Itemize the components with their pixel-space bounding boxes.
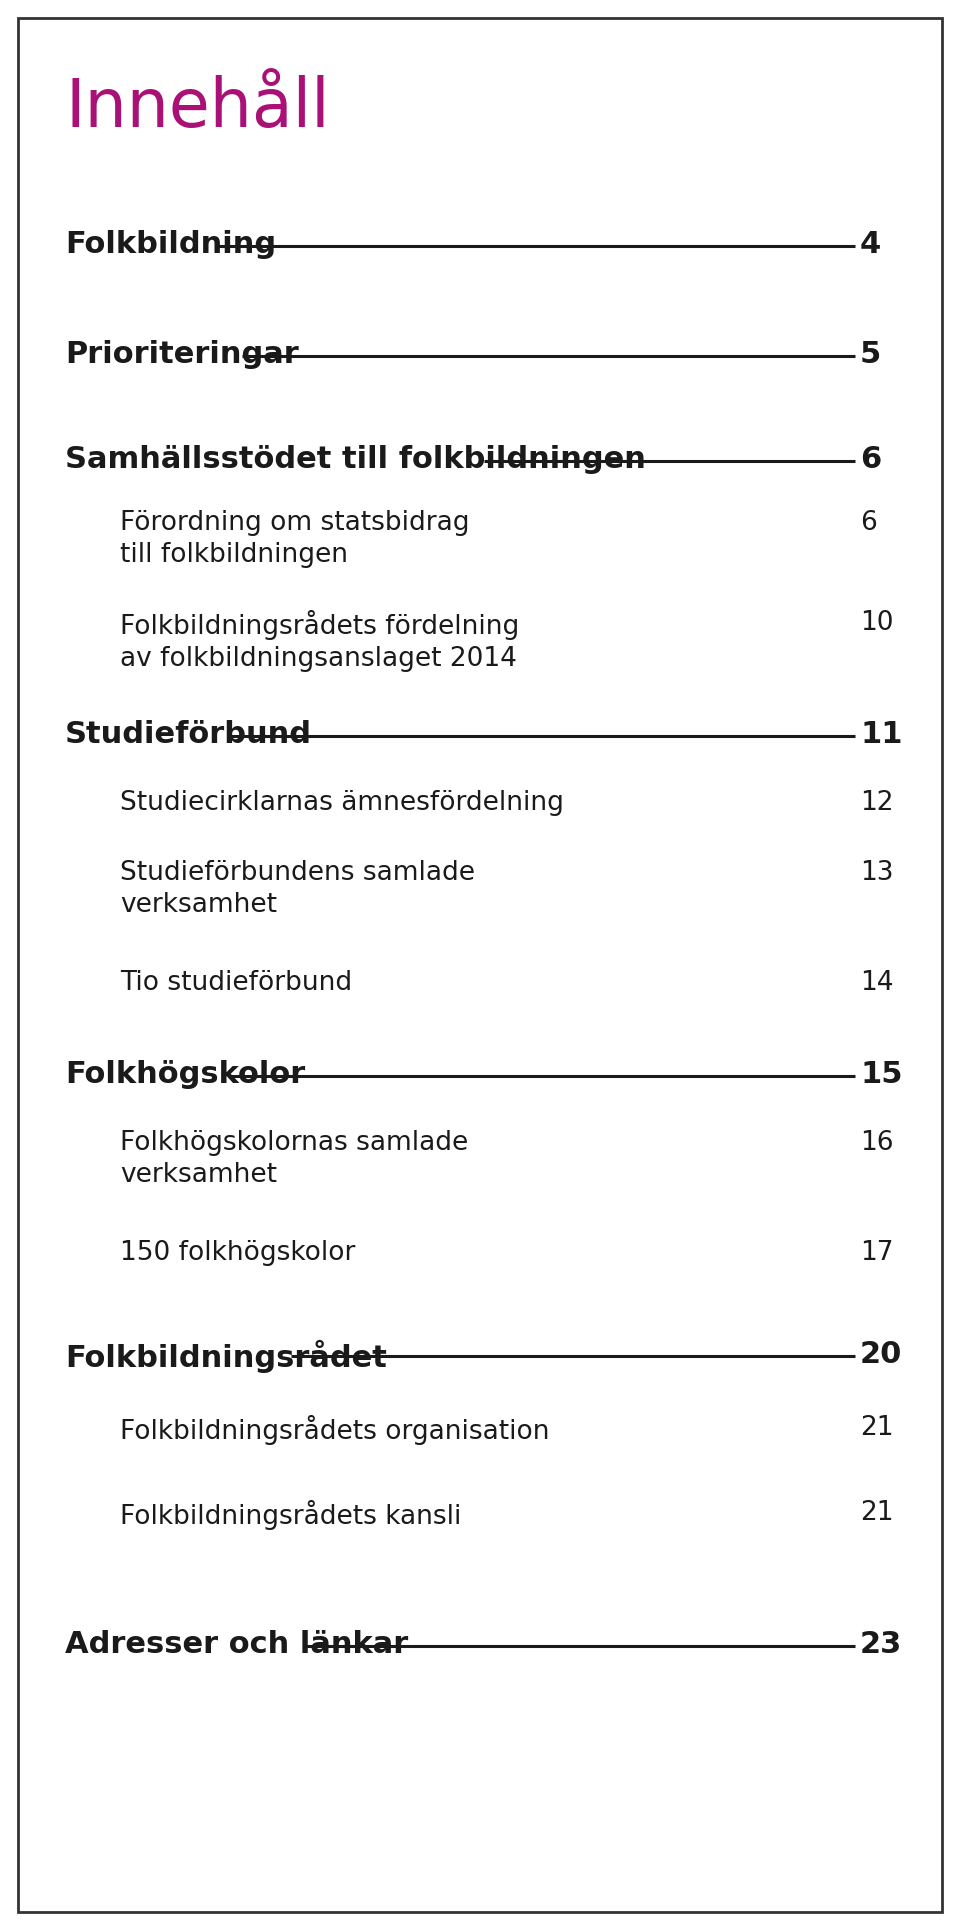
Text: 4: 4 <box>860 230 881 259</box>
Text: 23: 23 <box>860 1631 902 1660</box>
Text: Folkbildningsrådets kansli: Folkbildningsrådets kansli <box>120 1500 462 1530</box>
Text: Samhällsstödet till folkbildningen: Samhällsstödet till folkbildningen <box>65 446 646 475</box>
Text: Studiecirklarnas ämnesfördelning: Studiecirklarnas ämnesfördelning <box>120 789 564 816</box>
Text: Folkhögskolor: Folkhögskolor <box>65 1060 305 1089</box>
Text: 15: 15 <box>860 1060 902 1089</box>
Text: 14: 14 <box>860 971 894 996</box>
Text: 6: 6 <box>860 510 876 537</box>
Text: Folkbildningsrådets organisation: Folkbildningsrådets organisation <box>120 1415 549 1446</box>
Text: Studieförbund: Studieförbund <box>65 720 312 749</box>
Text: 150 folkhögskolor: 150 folkhögskolor <box>120 1239 355 1266</box>
Text: Studieförbundens samlade
verksamhet: Studieförbundens samlade verksamhet <box>120 861 475 919</box>
Text: 21: 21 <box>860 1500 894 1527</box>
Text: Förordning om statsbidrag
till folkbildningen: Förordning om statsbidrag till folkbildn… <box>120 510 469 567</box>
Text: 11: 11 <box>860 720 902 749</box>
Text: Folkbildningsrådet: Folkbildningsrådet <box>65 1339 387 1372</box>
Text: Folkbildningsrådets fördelning
av folkbildningsanslaget 2014: Folkbildningsrådets fördelning av folkbi… <box>120 610 519 672</box>
Text: Folkhögskolornas samlade
verksamhet: Folkhögskolornas samlade verksamhet <box>120 1129 468 1189</box>
Text: 6: 6 <box>860 446 881 475</box>
Text: 16: 16 <box>860 1129 894 1156</box>
Text: 17: 17 <box>860 1239 894 1266</box>
Text: 13: 13 <box>860 861 894 886</box>
Text: Folkbildning: Folkbildning <box>65 230 276 259</box>
Text: Tio studieförbund: Tio studieförbund <box>120 971 352 996</box>
Text: Prioriteringar: Prioriteringar <box>65 340 299 369</box>
Text: 21: 21 <box>860 1415 894 1442</box>
Text: 20: 20 <box>860 1339 902 1368</box>
Text: 10: 10 <box>860 610 894 637</box>
Text: Innehåll: Innehåll <box>65 75 329 141</box>
Text: Adresser och länkar: Adresser och länkar <box>65 1631 408 1660</box>
Text: 12: 12 <box>860 789 894 816</box>
Text: 5: 5 <box>860 340 881 369</box>
